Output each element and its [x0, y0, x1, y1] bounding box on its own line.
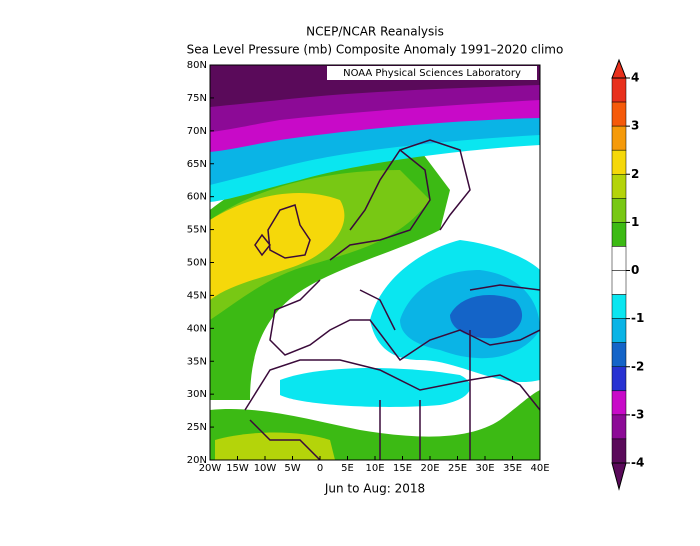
y-tick-label: 60N [187, 192, 207, 203]
x-tick-label: 30E [475, 463, 494, 474]
x-tick-label: 20E [420, 463, 439, 474]
credit: NOAA Physical Sciences Laboratory [343, 68, 521, 79]
y-tick-label: 30N [187, 389, 207, 400]
colorbar-band [611, 125, 627, 151]
colorbar-label: 4 [631, 71, 639, 85]
colorbar-band [611, 270, 627, 295]
colorbar-label: -4 [631, 456, 644, 470]
y-tick-label: 65N [187, 159, 207, 170]
x-tick-label: 35E [503, 463, 522, 474]
colorbar-band [611, 318, 627, 343]
x-tick-label: 40E [530, 463, 549, 474]
colorbar-band [611, 390, 627, 416]
x-tick-label: 15E [393, 463, 412, 474]
y-tick-label: 45N [187, 290, 207, 301]
colorbar-band [611, 101, 627, 127]
y-tick-label: 20N [187, 455, 207, 466]
colorbar-label: -2 [631, 359, 644, 373]
colorbar-band [611, 438, 627, 464]
colorbar-label: 0 [631, 263, 639, 277]
subtitle: Sea Level Pressure (mb) Composite Anomal… [187, 43, 564, 57]
y-tick-label: 50N [187, 258, 207, 269]
colorbar-band [611, 174, 627, 199]
axes: 20W 15W 10W 5W 0 5E 10E 15E 20E 25E 30E 35E 40E 20N 25… [187, 60, 550, 474]
y-tick-label: 80N [187, 60, 207, 71]
x-tick-label: 25E [448, 463, 467, 474]
colorbar-top [611, 58, 627, 79]
map-field: NOAA Physical Sciences Laboratory [209, 64, 541, 461]
colorbar-band [611, 414, 627, 440]
colorbar-band [611, 222, 627, 247]
y-tick-label: 40N [187, 323, 207, 334]
x-tick-label: 0 [317, 463, 323, 474]
x-tick-label: 10W [254, 463, 277, 474]
colorbar-label: 1 [631, 215, 639, 229]
colorbar-band [611, 246, 627, 271]
footer: Jun to Aug: 2018 [324, 482, 425, 496]
x-tick-label: 5E [341, 463, 354, 474]
colorbar-band [611, 294, 627, 319]
colorbar-bottom [611, 462, 627, 491]
colorbar-band [611, 342, 627, 367]
colorbar-band [611, 366, 627, 392]
colorbar-band [611, 77, 627, 103]
y-tick-label: 70N [187, 126, 207, 137]
y-tick-label: 25N [187, 422, 207, 433]
x-tick-label: 10E [365, 463, 384, 474]
colorbar-label: -1 [631, 311, 644, 325]
y-tick-label: 55N [187, 225, 207, 236]
y-tick-label: 35N [187, 356, 207, 367]
y-tick-label: 75N [187, 93, 207, 104]
colorbar-label: 2 [631, 167, 639, 181]
colorbar-label: 3 [631, 119, 639, 133]
colorbar-band [611, 198, 627, 223]
x-tick-label: 15W [226, 463, 249, 474]
colorbar: 4 3 2 1 0 -1 -2 -3 -4 [611, 58, 644, 491]
title: NCEP/NCAR Reanalysis [306, 25, 444, 39]
colorbar-label: -3 [631, 407, 644, 421]
x-tick-label: 20W [199, 463, 222, 474]
x-tick-label: 5W [284, 463, 300, 474]
colorbar-band [611, 149, 627, 175]
